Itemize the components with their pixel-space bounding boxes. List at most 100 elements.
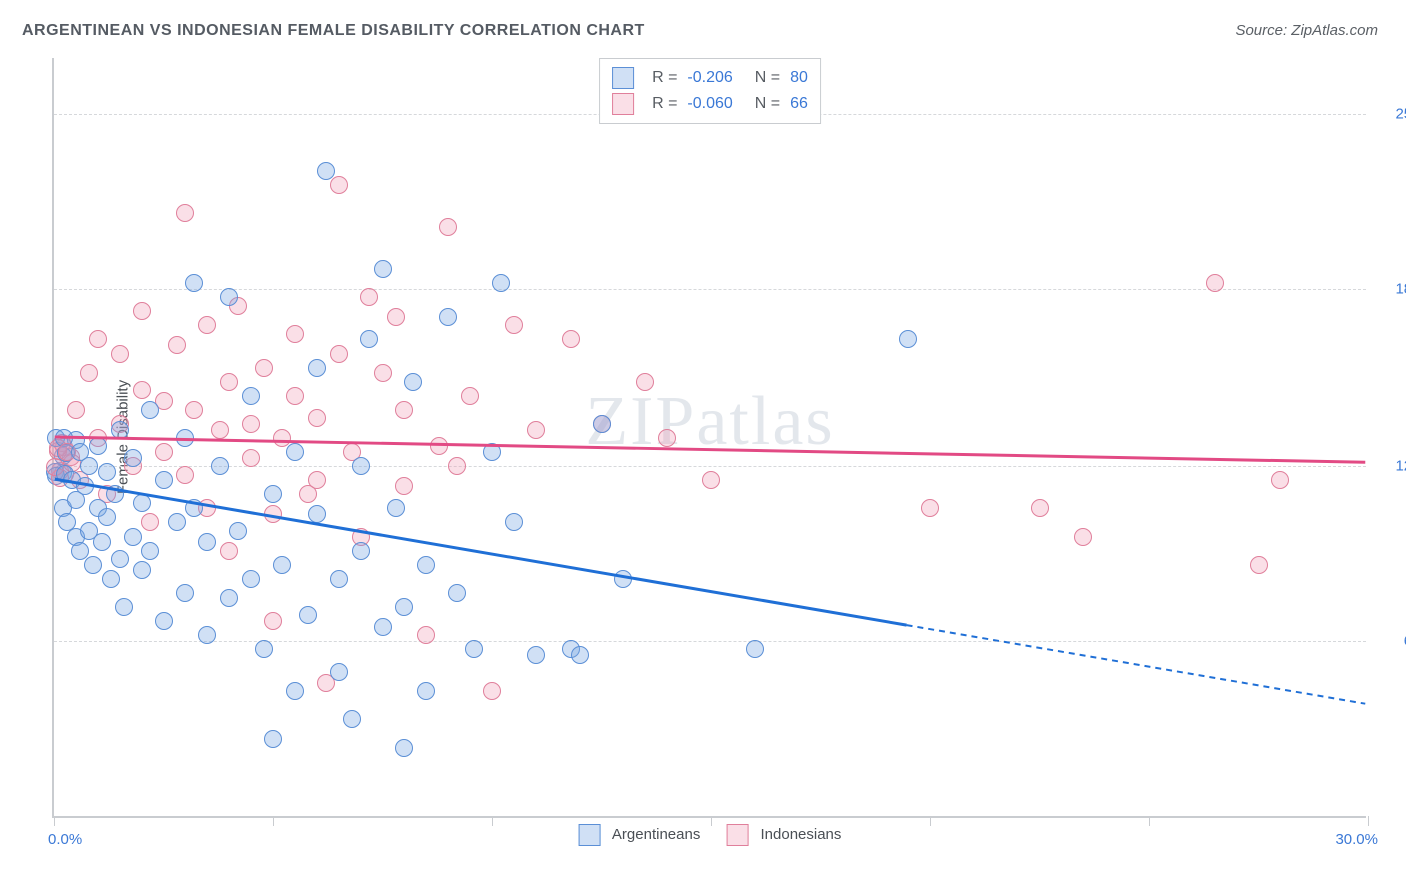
- data-point-series-b: [242, 415, 260, 433]
- data-point-series-b: [176, 466, 194, 484]
- data-point-series-a: [343, 710, 361, 728]
- x-tick: [711, 816, 712, 826]
- data-point-series-b: [527, 421, 545, 439]
- data-point-series-b: [387, 308, 405, 326]
- stat-label-r: R =: [652, 95, 677, 113]
- data-point-series-b: [1206, 274, 1224, 292]
- data-point-series-a: [299, 606, 317, 624]
- legend-label-a: Argentineans: [612, 826, 700, 843]
- data-point-series-b: [89, 330, 107, 348]
- data-point-series-b: [658, 429, 676, 447]
- source-attribution: Source: ZipAtlas.com: [1235, 22, 1378, 39]
- data-point-series-a: [111, 421, 129, 439]
- data-point-series-a: [106, 485, 124, 503]
- data-point-series-b: [360, 288, 378, 306]
- data-point-series-a: [330, 663, 348, 681]
- data-point-series-a: [111, 550, 129, 568]
- data-point-series-b: [430, 437, 448, 455]
- data-point-series-a: [404, 373, 422, 391]
- data-point-series-b: [448, 457, 466, 475]
- data-point-series-a: [133, 494, 151, 512]
- data-point-series-a: [352, 542, 370, 560]
- data-point-series-b: [264, 505, 282, 523]
- y-tick-label: 12.5%: [1374, 458, 1406, 475]
- data-point-series-a: [395, 739, 413, 757]
- data-point-series-b: [220, 373, 238, 391]
- data-point-series-a: [264, 730, 282, 748]
- data-point-series-b: [133, 381, 151, 399]
- data-point-series-a: [133, 561, 151, 579]
- data-point-series-a: [89, 437, 107, 455]
- data-point-series-a: [98, 508, 116, 526]
- data-point-series-b: [417, 626, 435, 644]
- data-point-series-b: [220, 542, 238, 560]
- swatch-series-b: [726, 824, 748, 846]
- data-point-series-b: [1271, 471, 1289, 489]
- data-point-series-b: [198, 316, 216, 334]
- data-point-series-a: [317, 162, 335, 180]
- data-point-series-b: [374, 364, 392, 382]
- data-point-series-b: [176, 204, 194, 222]
- data-point-series-a: [483, 443, 501, 461]
- data-point-series-a: [80, 457, 98, 475]
- x-tick: [492, 816, 493, 826]
- stat-value-n-b: 66: [790, 95, 808, 113]
- series-legend: Argentineans Indonesians: [579, 824, 842, 846]
- data-point-series-a: [505, 513, 523, 531]
- data-point-series-a: [141, 401, 159, 419]
- data-point-series-b: [395, 477, 413, 495]
- y-tick-label: 6.3%: [1374, 632, 1406, 649]
- chart-title: ARGENTINEAN VS INDONESIAN FEMALE DISABIL…: [22, 22, 645, 40]
- data-point-series-a: [286, 443, 304, 461]
- data-point-series-a: [417, 556, 435, 574]
- data-point-series-b: [921, 499, 939, 517]
- data-point-series-a: [93, 533, 111, 551]
- data-point-series-b: [133, 302, 151, 320]
- data-point-series-a: [242, 387, 260, 405]
- data-point-series-b: [242, 449, 260, 467]
- x-axis-min-label: 0.0%: [48, 831, 82, 848]
- data-point-series-a: [593, 415, 611, 433]
- regression-lines-layer: [54, 58, 1366, 816]
- x-tick: [273, 816, 274, 826]
- data-point-series-b: [211, 421, 229, 439]
- data-point-series-b: [702, 471, 720, 489]
- stat-value-r-a: -0.206: [687, 69, 732, 87]
- data-point-series-b: [67, 401, 85, 419]
- watermark-text: ZIPatlas: [585, 382, 834, 462]
- data-point-series-b: [308, 471, 326, 489]
- data-point-series-a: [746, 640, 764, 658]
- data-point-series-a: [220, 589, 238, 607]
- data-point-series-b: [141, 513, 159, 531]
- stats-row-series-a: R = -0.206 N = 80: [612, 65, 808, 91]
- data-point-series-a: [84, 556, 102, 574]
- data-point-series-b: [286, 325, 304, 343]
- x-tick: [54, 816, 55, 826]
- data-point-series-a: [185, 499, 203, 517]
- stat-value-n-a: 80: [790, 69, 808, 87]
- legend-item-a: Argentineans: [579, 824, 701, 846]
- data-point-series-a: [448, 584, 466, 602]
- stat-value-r-b: -0.060: [687, 95, 732, 113]
- data-point-series-a: [374, 618, 392, 636]
- correlation-stats-legend: R = -0.206 N = 80 R = -0.060 N = 66: [599, 58, 821, 124]
- data-point-series-a: [242, 570, 260, 588]
- data-point-series-b: [155, 443, 173, 461]
- data-point-series-a: [98, 463, 116, 481]
- data-point-series-a: [176, 429, 194, 447]
- data-point-series-a: [374, 260, 392, 278]
- data-point-series-b: [168, 336, 186, 354]
- data-point-series-a: [465, 640, 483, 658]
- data-point-series-a: [255, 640, 273, 658]
- data-point-series-a: [198, 533, 216, 551]
- data-point-series-b: [80, 364, 98, 382]
- swatch-series-a: [579, 824, 601, 846]
- data-point-series-a: [124, 449, 142, 467]
- data-point-series-a: [899, 330, 917, 348]
- data-point-series-a: [211, 457, 229, 475]
- data-point-series-a: [185, 274, 203, 292]
- data-point-series-a: [387, 499, 405, 517]
- stat-label-n: N =: [755, 69, 780, 87]
- data-point-series-b: [562, 330, 580, 348]
- data-point-series-a: [571, 646, 589, 664]
